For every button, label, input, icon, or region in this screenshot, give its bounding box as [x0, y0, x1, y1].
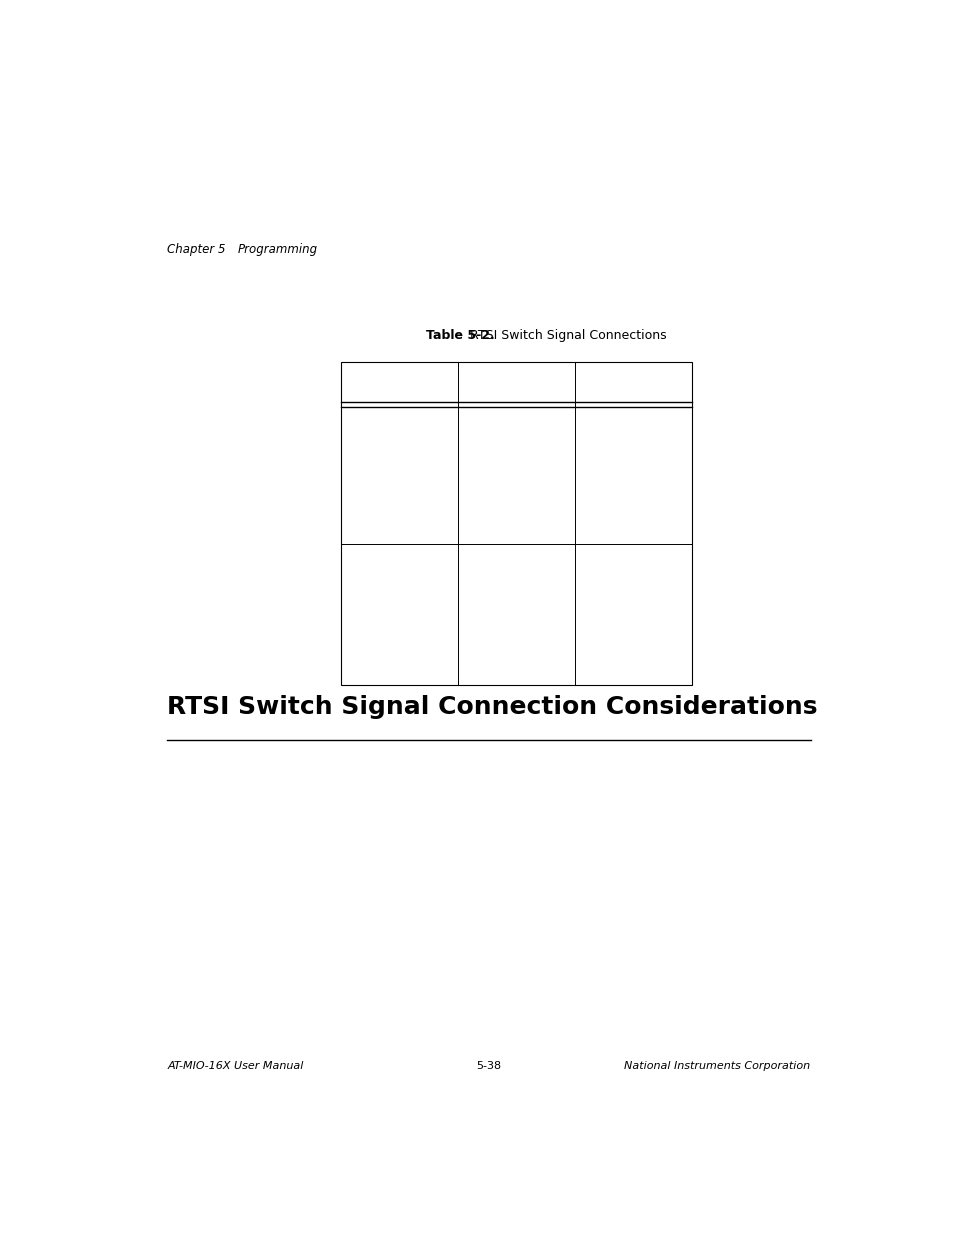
Text: Table 5-2.: Table 5-2. — [426, 329, 495, 342]
Text: RTSI Switch Signal Connection Considerations: RTSI Switch Signal Connection Considerat… — [167, 695, 817, 719]
Text: AT-MIO-16X User Manual: AT-MIO-16X User Manual — [167, 1061, 303, 1071]
Text: 5-38: 5-38 — [476, 1061, 501, 1071]
Text: RTSI Switch Signal Connections: RTSI Switch Signal Connections — [461, 329, 665, 342]
Text: Programming: Programming — [237, 243, 317, 257]
Text: Chapter 5: Chapter 5 — [167, 243, 226, 257]
Text: National Instruments Corporation: National Instruments Corporation — [624, 1061, 810, 1071]
Bar — [341, 362, 692, 685]
